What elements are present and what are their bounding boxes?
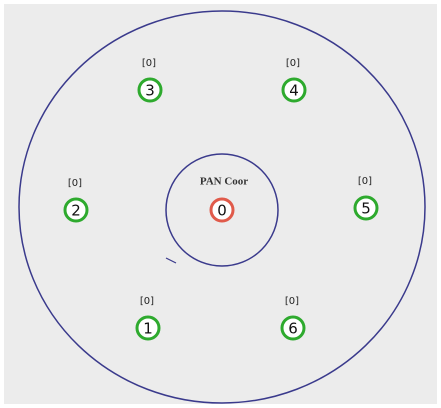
- coordinator-id: 0: [217, 202, 227, 220]
- node-count: [0]: [140, 296, 154, 307]
- coordinator-circle: [165, 153, 279, 267]
- node-id: 4: [289, 82, 299, 100]
- node: [281, 77, 307, 103]
- node: [63, 197, 89, 223]
- coordinator-label: PAN Coor: [200, 176, 248, 188]
- node-id: 6: [288, 320, 298, 338]
- node-count: [0]: [142, 58, 156, 69]
- node-count: [0]: [286, 58, 300, 69]
- node-count: [0]: [358, 176, 372, 187]
- node: [137, 77, 163, 103]
- node-id: 5: [361, 200, 371, 218]
- node-id: 3: [145, 82, 155, 100]
- node: [353, 195, 379, 221]
- range-circle: [18, 10, 426, 404]
- node: [280, 315, 306, 341]
- node-count: [0]: [68, 178, 82, 189]
- node-id: 1: [143, 320, 153, 338]
- coordinator-node: [209, 197, 235, 223]
- node-count: [0]: [285, 296, 299, 307]
- node: [135, 315, 161, 341]
- nodes: [0] 3 [0] 4 [0] 2 [0] 5 [0] 1 [0] 6: [63, 58, 379, 341]
- tick: [165, 257, 177, 264]
- node-id: 2: [71, 202, 81, 220]
